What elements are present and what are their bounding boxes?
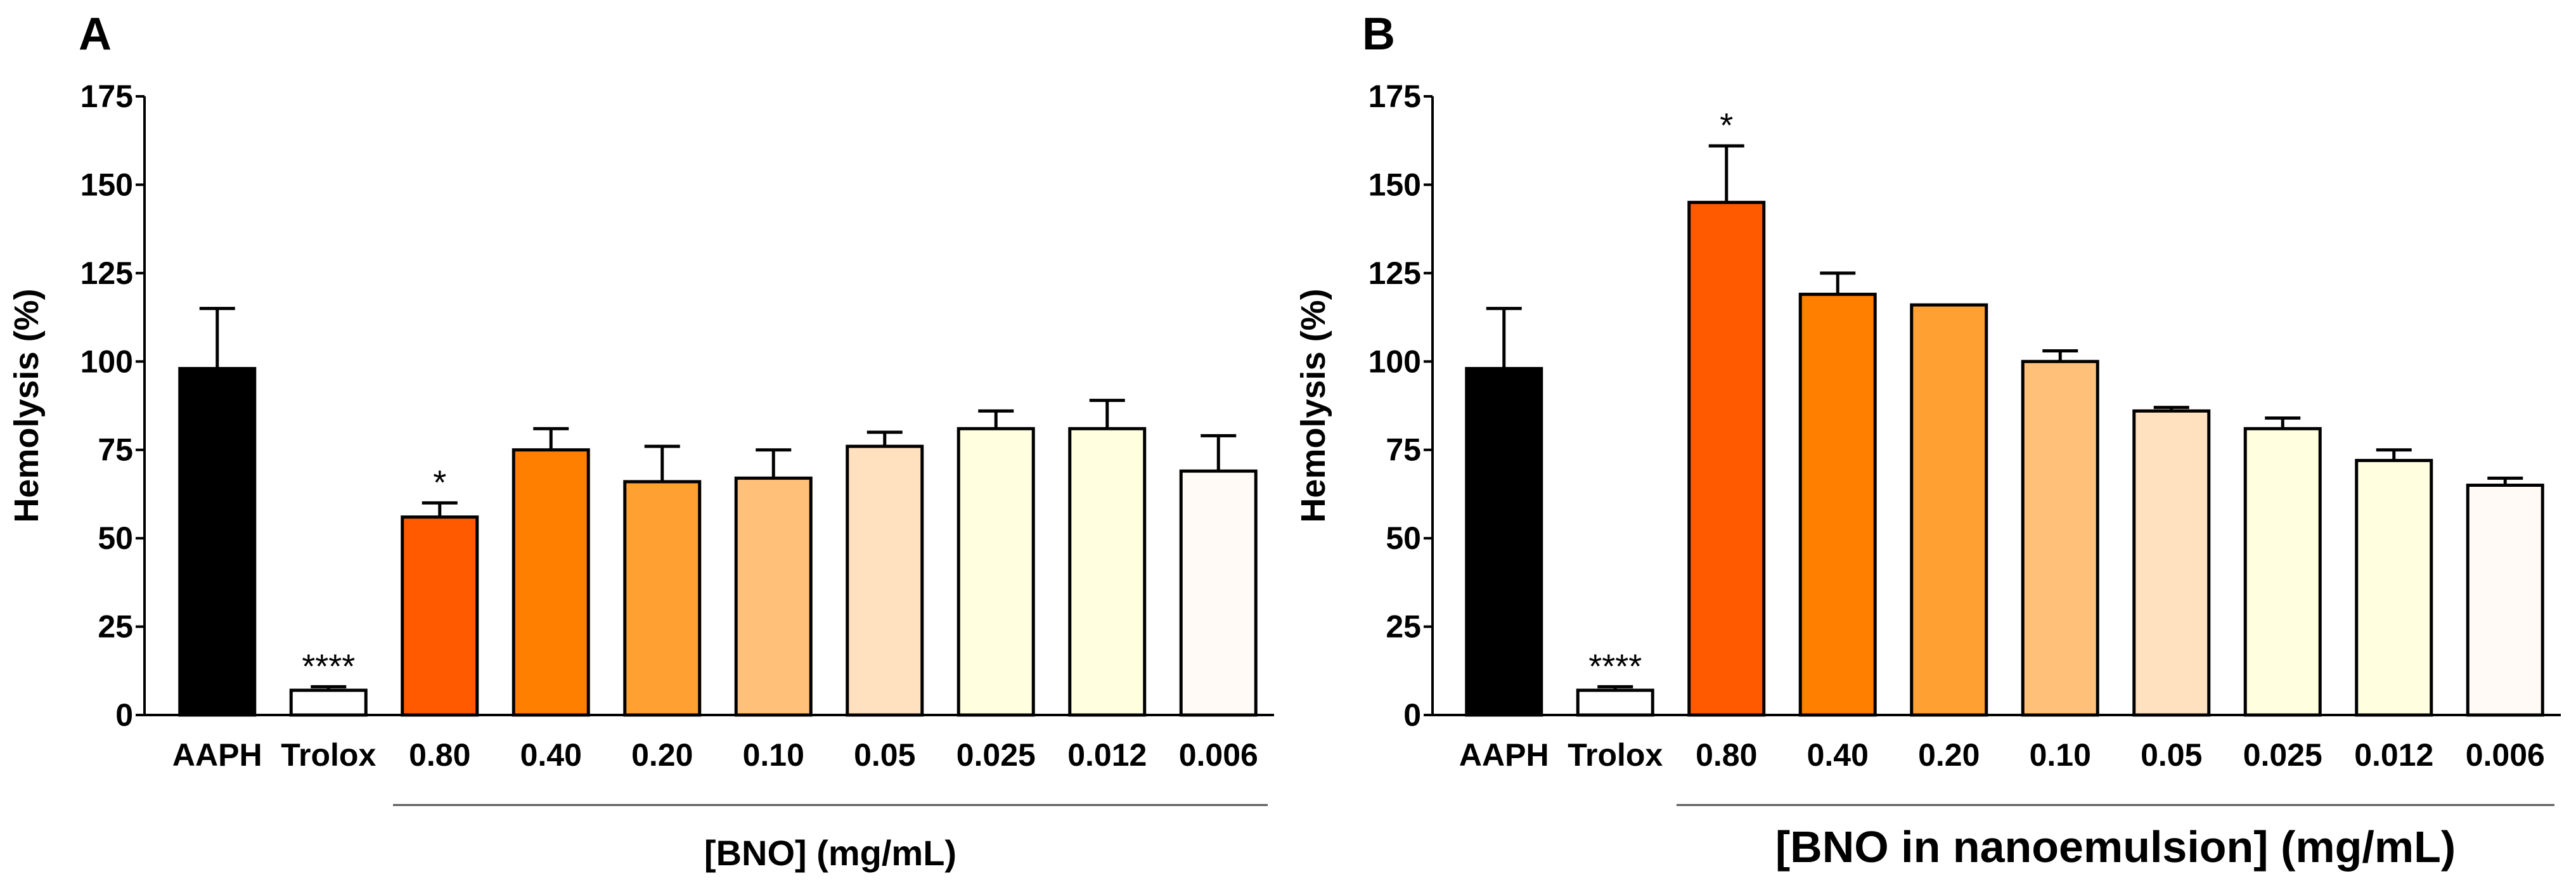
x-axis-label: [BNO] (mg/mL) — [704, 833, 956, 873]
bar — [512, 448, 590, 717]
x-tick-label: 0.05 — [854, 737, 915, 773]
bar — [178, 366, 257, 717]
bar — [2355, 458, 2433, 717]
y-tick-label: 75 — [1386, 432, 1421, 468]
significance-label: * — [1720, 106, 1733, 145]
x-tick-label: AAPH — [1459, 737, 1549, 773]
x-tick-label: 0.006 — [1179, 737, 1258, 773]
bar — [623, 480, 702, 717]
x-tick-label: 0.006 — [2466, 737, 2545, 773]
significance-label: **** — [302, 647, 355, 685]
x-tick-label: 0.05 — [2141, 737, 2202, 773]
y-tick-label: 150 — [80, 167, 133, 202]
bar — [1910, 303, 1988, 717]
x-tick-label: 0.012 — [2354, 737, 2433, 773]
panel-label: A — [79, 9, 112, 60]
y-tick-label: 175 — [1368, 79, 1421, 114]
x-tick-label: 0.80 — [409, 737, 470, 773]
x-tick-label: 0.025 — [956, 737, 1036, 773]
bar — [1068, 427, 1147, 717]
y-tick-label: 0 — [115, 697, 133, 733]
y-tick-label: 125 — [80, 255, 133, 291]
bar — [846, 444, 924, 717]
bar — [1687, 200, 1766, 717]
bar — [734, 476, 813, 717]
x-tick-label: 0.80 — [1696, 737, 1757, 773]
y-tick-label: 50 — [1386, 520, 1421, 556]
bar — [2466, 483, 2544, 717]
bar — [956, 427, 1035, 717]
x-tick-label: 0.20 — [1918, 737, 1980, 773]
x-tick-label: 0.40 — [1807, 737, 1869, 773]
x-tick-label: Trolox — [281, 737, 376, 773]
x-tick-label: 0.40 — [520, 737, 582, 773]
y-tick-label: 25 — [1386, 609, 1421, 645]
x-tick-label: 0.10 — [743, 737, 804, 773]
significance-label: **** — [1588, 647, 1642, 685]
bar — [2021, 359, 2099, 717]
bar — [2132, 409, 2211, 717]
bar — [1798, 292, 1877, 717]
y-tick-label: 100 — [1368, 344, 1421, 379]
y-axis-label: Hemolysis (%) — [8, 288, 46, 522]
y-axis-label: Hemolysis (%) — [1294, 288, 1332, 522]
y-tick-label: 0 — [1403, 697, 1421, 733]
bar — [1179, 469, 1258, 717]
bar — [289, 688, 368, 717]
x-tick-label: Trolox — [1568, 737, 1663, 773]
x-tick-label: AAPH — [172, 737, 262, 773]
bar — [1465, 366, 1543, 717]
bar — [2243, 427, 2322, 717]
bar — [1576, 688, 1654, 717]
x-tick-label: 0.012 — [1067, 737, 1147, 773]
x-axis-label: [BNO in nanoemulsion] (mg/mL) — [1775, 822, 2456, 872]
y-tick-label: 175 — [80, 79, 133, 114]
y-tick-label: 125 — [1368, 255, 1421, 291]
x-tick-label: 0.10 — [2030, 737, 2091, 773]
y-tick-label: 50 — [98, 520, 133, 556]
y-tick-label: 100 — [80, 344, 133, 379]
x-tick-label: 0.20 — [631, 737, 693, 773]
bar — [401, 515, 479, 717]
y-tick-label: 150 — [1368, 167, 1421, 202]
y-tick-label: 25 — [98, 609, 133, 645]
significance-label: * — [433, 463, 446, 501]
panel-label: B — [1362, 9, 1395, 60]
x-tick-label: 0.025 — [2243, 737, 2322, 773]
y-tick-label: 75 — [98, 432, 133, 468]
